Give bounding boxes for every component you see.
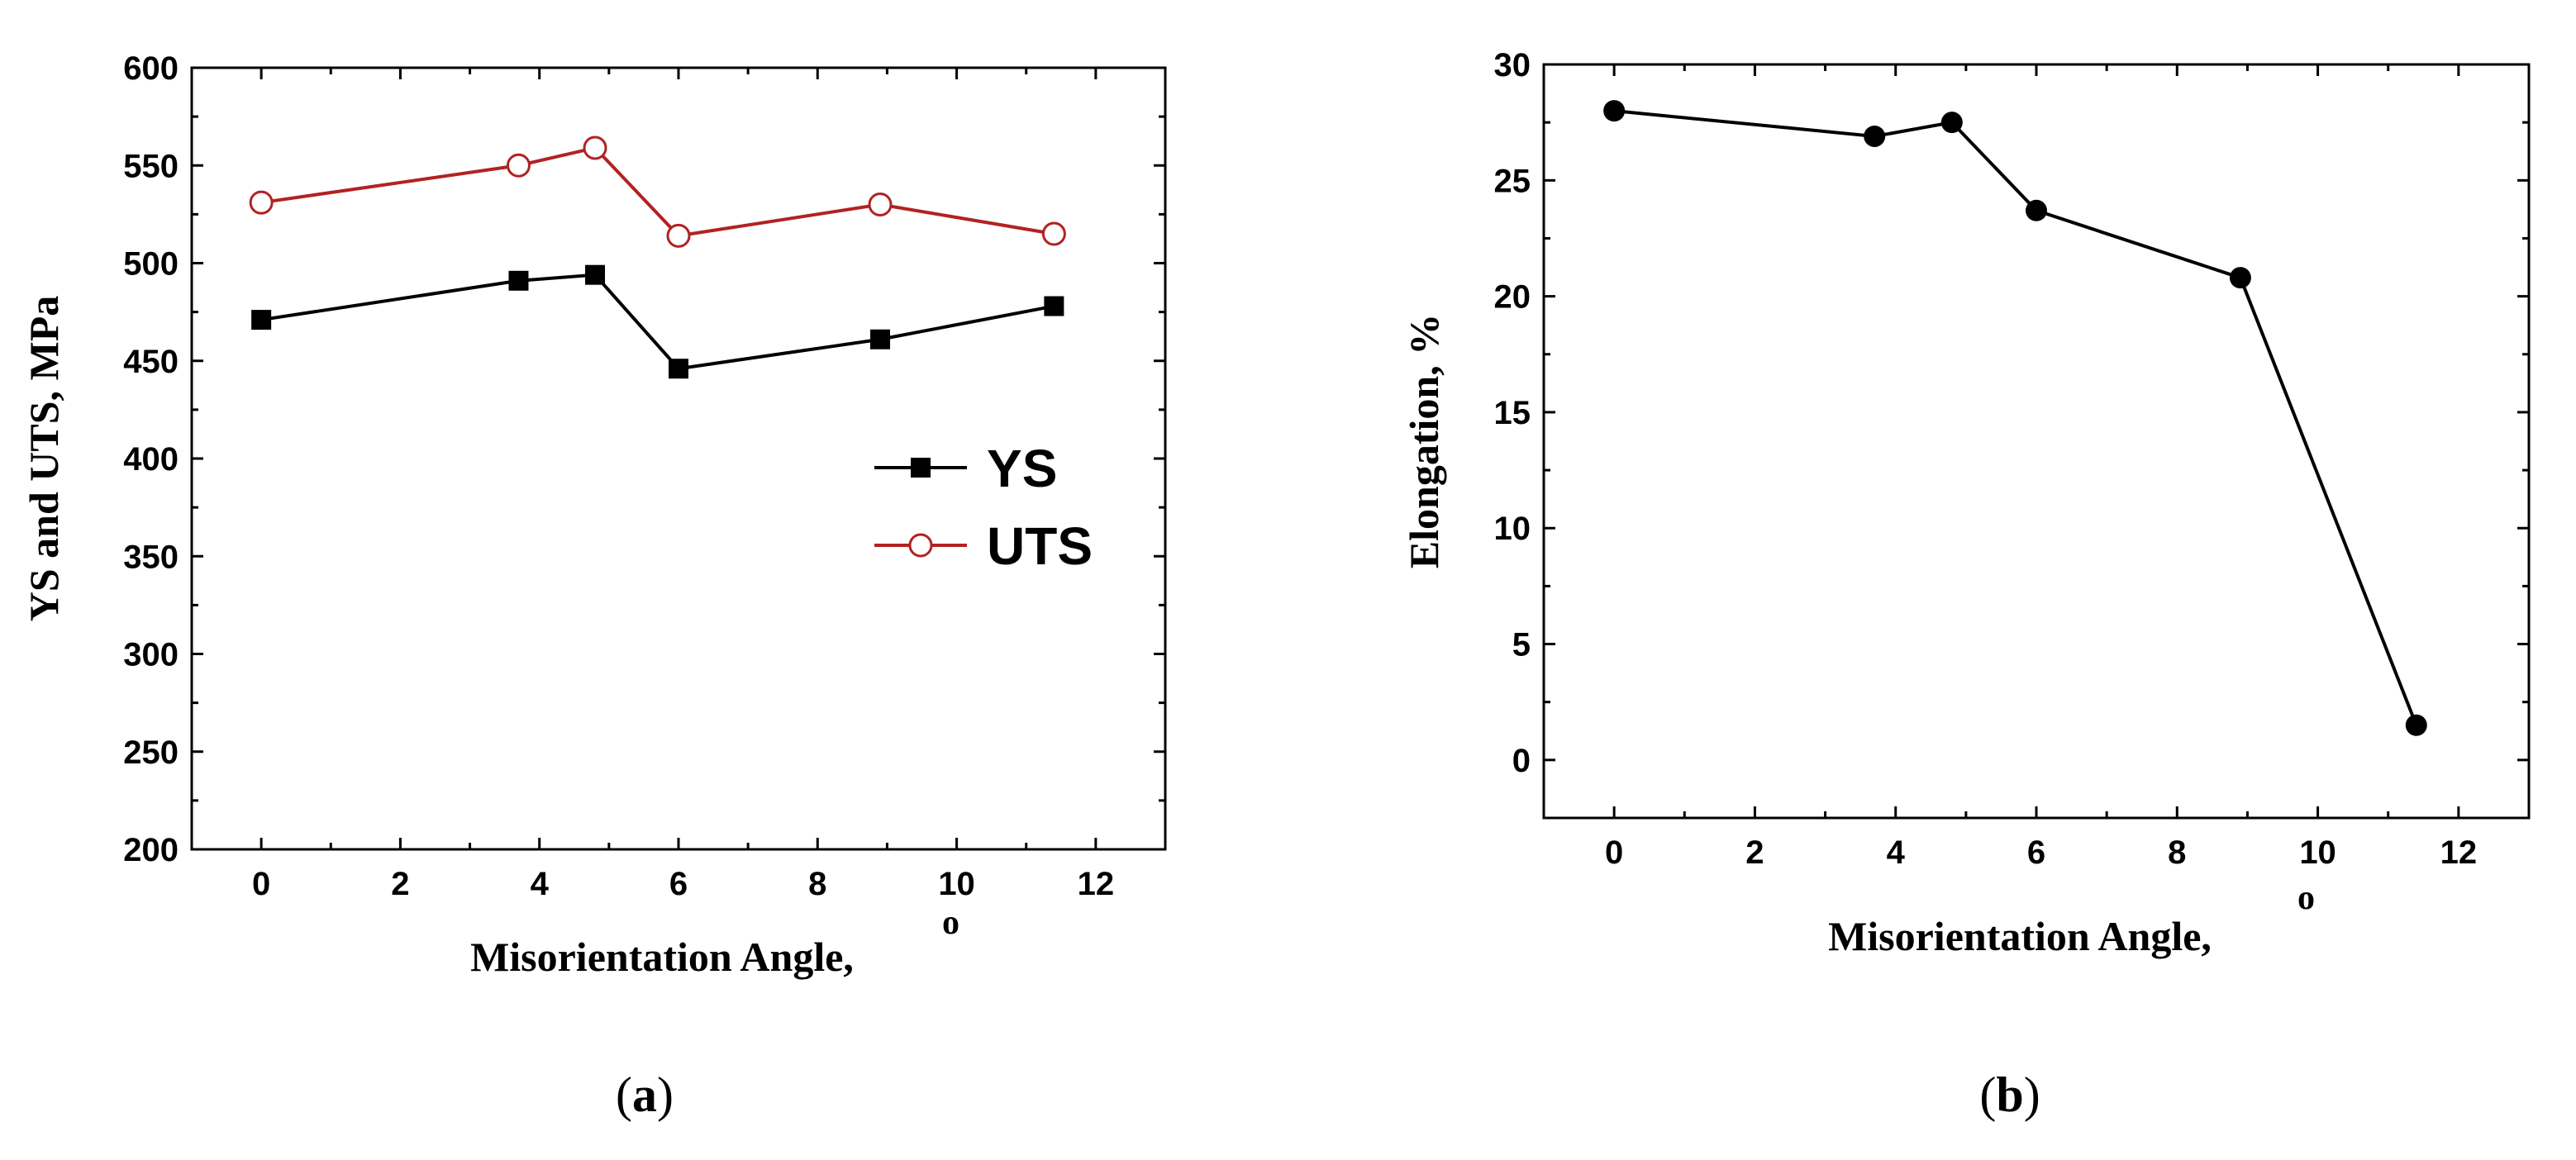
x-tick-label: 10 <box>938 866 975 902</box>
data-point-elongation <box>2405 714 2427 736</box>
y-tick-label: 400 <box>123 441 179 478</box>
data-point-elongation <box>1603 100 1626 122</box>
legend-uts-marker <box>908 533 933 558</box>
panel-a-series <box>249 135 1066 379</box>
y-tick-label: 15 <box>1494 395 1531 431</box>
panel-b-caption-close: ) <box>2024 1067 2040 1122</box>
x-tick-label: 6 <box>669 866 688 902</box>
data-point-uts <box>506 153 531 178</box>
panel-a-x-axis-label: Misorientation Angle, <box>470 934 854 980</box>
panel-a-tick-labels: 0 2 4 6 8 10 12 200 250 300 350 400 450 500 550 600 <box>123 50 1114 902</box>
x-tick-label: 4 <box>1887 834 1906 871</box>
panel-a-x-axis-degree: o <box>942 904 959 942</box>
panel-b-tick-labels: 0 2 4 6 8 10 12 0 5 10 15 20 25 30 <box>1494 47 2478 871</box>
panel-b-caption-letter: b <box>1996 1067 2023 1122</box>
panel-a-caption-open: ( <box>616 1067 632 1122</box>
panel-a-caption-close: ) <box>657 1067 674 1122</box>
panel-a-y-axis-label: YS and UTS, MPa <box>21 296 67 622</box>
panel-a-ticks <box>192 66 1165 851</box>
y-tick-label: 200 <box>123 832 179 868</box>
y-tick-label: 250 <box>123 735 179 771</box>
y-tick-label: 350 <box>123 539 179 575</box>
x-tick-label: 8 <box>2168 834 2186 871</box>
data-point-uts <box>1041 221 1066 246</box>
data-point-ys <box>870 329 891 349</box>
y-tick-label: 30 <box>1494 47 1531 83</box>
y-tick-label: 5 <box>1512 627 1531 663</box>
data-point-elongation <box>2229 267 2251 289</box>
panel-b-x-axis-degree: o <box>2297 879 2315 917</box>
x-tick-label: 2 <box>1745 834 1764 871</box>
x-tick-label: 4 <box>531 866 550 902</box>
data-point-uts <box>583 135 607 160</box>
data-point-uts <box>249 190 274 215</box>
x-tick-label: 6 <box>2027 834 2045 871</box>
data-point-elongation <box>2026 199 2047 221</box>
y-tick-label: 0 <box>1512 743 1531 779</box>
data-point-uts <box>868 193 893 217</box>
data-point-ys <box>669 359 688 379</box>
y-tick-label: 10 <box>1494 511 1531 547</box>
panel-b-plot-frame <box>1542 63 2531 820</box>
data-point-elongation <box>1864 125 1886 147</box>
x-tick-label: 10 <box>2299 834 2336 871</box>
data-point-ys <box>585 264 606 285</box>
legend-ys-marker <box>911 458 931 478</box>
y-tick-label: 25 <box>1494 163 1531 199</box>
data-point-ys <box>1044 296 1064 316</box>
data-point-ys <box>508 270 529 291</box>
y-tick-label: 550 <box>123 148 179 184</box>
y-tick-label: 20 <box>1494 279 1531 316</box>
x-tick-label: 12 <box>1078 866 1115 902</box>
y-tick-label: 500 <box>123 246 179 283</box>
series-line-elongation <box>1613 109 2418 726</box>
data-point-uts <box>666 223 691 248</box>
panel-b-ticks <box>1544 63 2529 818</box>
panel-b-caption-open: ( <box>1979 1067 1996 1122</box>
panel-b-caption: (b) <box>1979 1067 2040 1122</box>
x-tick-label: 12 <box>2440 834 2478 871</box>
legend-ys-label: YS <box>987 439 1057 498</box>
panel-a-caption: (a) <box>616 1067 674 1122</box>
data-point-elongation <box>1940 112 1963 134</box>
panel-a-caption-letter: a <box>632 1067 657 1122</box>
panel-b-series <box>1603 100 2427 736</box>
x-tick-label: 2 <box>391 866 409 902</box>
y-tick-label: 600 <box>123 50 179 87</box>
panel-b-y-axis-label: Elongation, % <box>1401 314 1447 568</box>
panel-a-chart: 0 2 4 6 8 10 12 200 250 300 350 400 450 500 550 600 YS … <box>21 50 1167 1122</box>
series-line-uts <box>260 145 1055 238</box>
x-tick-label: 0 <box>252 866 270 902</box>
data-point-ys <box>251 310 272 330</box>
y-tick-label: 450 <box>123 344 179 380</box>
panel-b-x-axis-label: Misorientation Angle, <box>1828 913 2212 959</box>
x-tick-label: 8 <box>808 866 826 902</box>
panel-a-legend: YS UTS <box>874 439 1093 576</box>
series-line-ys <box>260 273 1055 371</box>
x-tick-label: 0 <box>1605 834 1623 871</box>
legend-uts-label: UTS <box>987 516 1093 576</box>
y-tick-label: 300 <box>123 637 179 673</box>
panel-b-chart: 0 2 4 6 8 10 12 0 5 10 15 20 25 30 Elongation, % Miso… <box>1401 47 2531 1122</box>
